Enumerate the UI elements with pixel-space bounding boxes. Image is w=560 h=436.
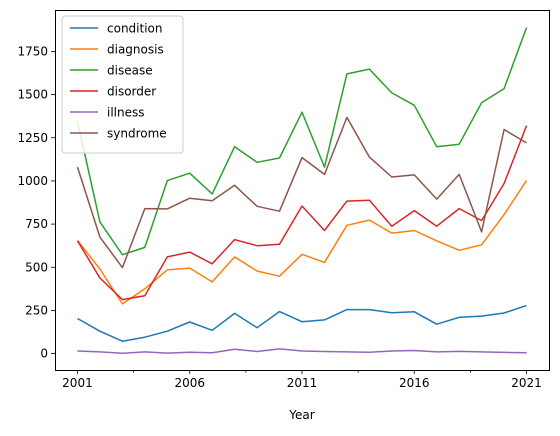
x-tick-label: 2016	[399, 376, 430, 390]
y-tick-label: 1500	[17, 88, 48, 102]
series-line-illness	[77, 348, 527, 355]
x-tick-label: 2001	[62, 376, 93, 390]
y-tick-label: 250	[25, 303, 48, 317]
legend: condition diagnosis disease disorder illness…	[61, 15, 184, 154]
series-line-disease	[76, 27, 528, 256]
legend-box	[61, 15, 184, 154]
y-tick-label: 1250	[17, 131, 48, 145]
y-tick-label: 500	[25, 260, 48, 274]
x-tick-label: 2006	[174, 376, 205, 390]
series-line-condition	[77, 304, 527, 342]
series-line-disorder	[76, 125, 528, 301]
legend-label-condition: condition	[107, 22, 162, 36]
series-line-syndrome	[76, 116, 527, 269]
x-tick-label: 2011	[287, 376, 318, 390]
y-tick-label: 750	[25, 217, 48, 231]
x-tick-label: 2021	[511, 376, 542, 390]
axis-ticks: 2001 2006 2011 2016 2021 0 250 500 750 1000 1250 15…	[17, 44, 541, 390]
legend-label-syndrome: syndrome	[107, 127, 167, 141]
x-axis-label: Year	[288, 408, 314, 422]
y-tick-label: 1750	[17, 44, 48, 58]
plot-frame	[55, 10, 550, 371]
series-lines	[76, 27, 528, 355]
y-tick-label: 0	[40, 347, 48, 361]
legend-label-diagnosis: diagnosis	[107, 43, 164, 57]
legend-label-disease: disease	[107, 64, 153, 78]
legend-label-disorder: disorder	[107, 85, 156, 99]
legend-label-illness: illness	[107, 106, 145, 120]
y-tick-label: 1000	[17, 174, 48, 188]
